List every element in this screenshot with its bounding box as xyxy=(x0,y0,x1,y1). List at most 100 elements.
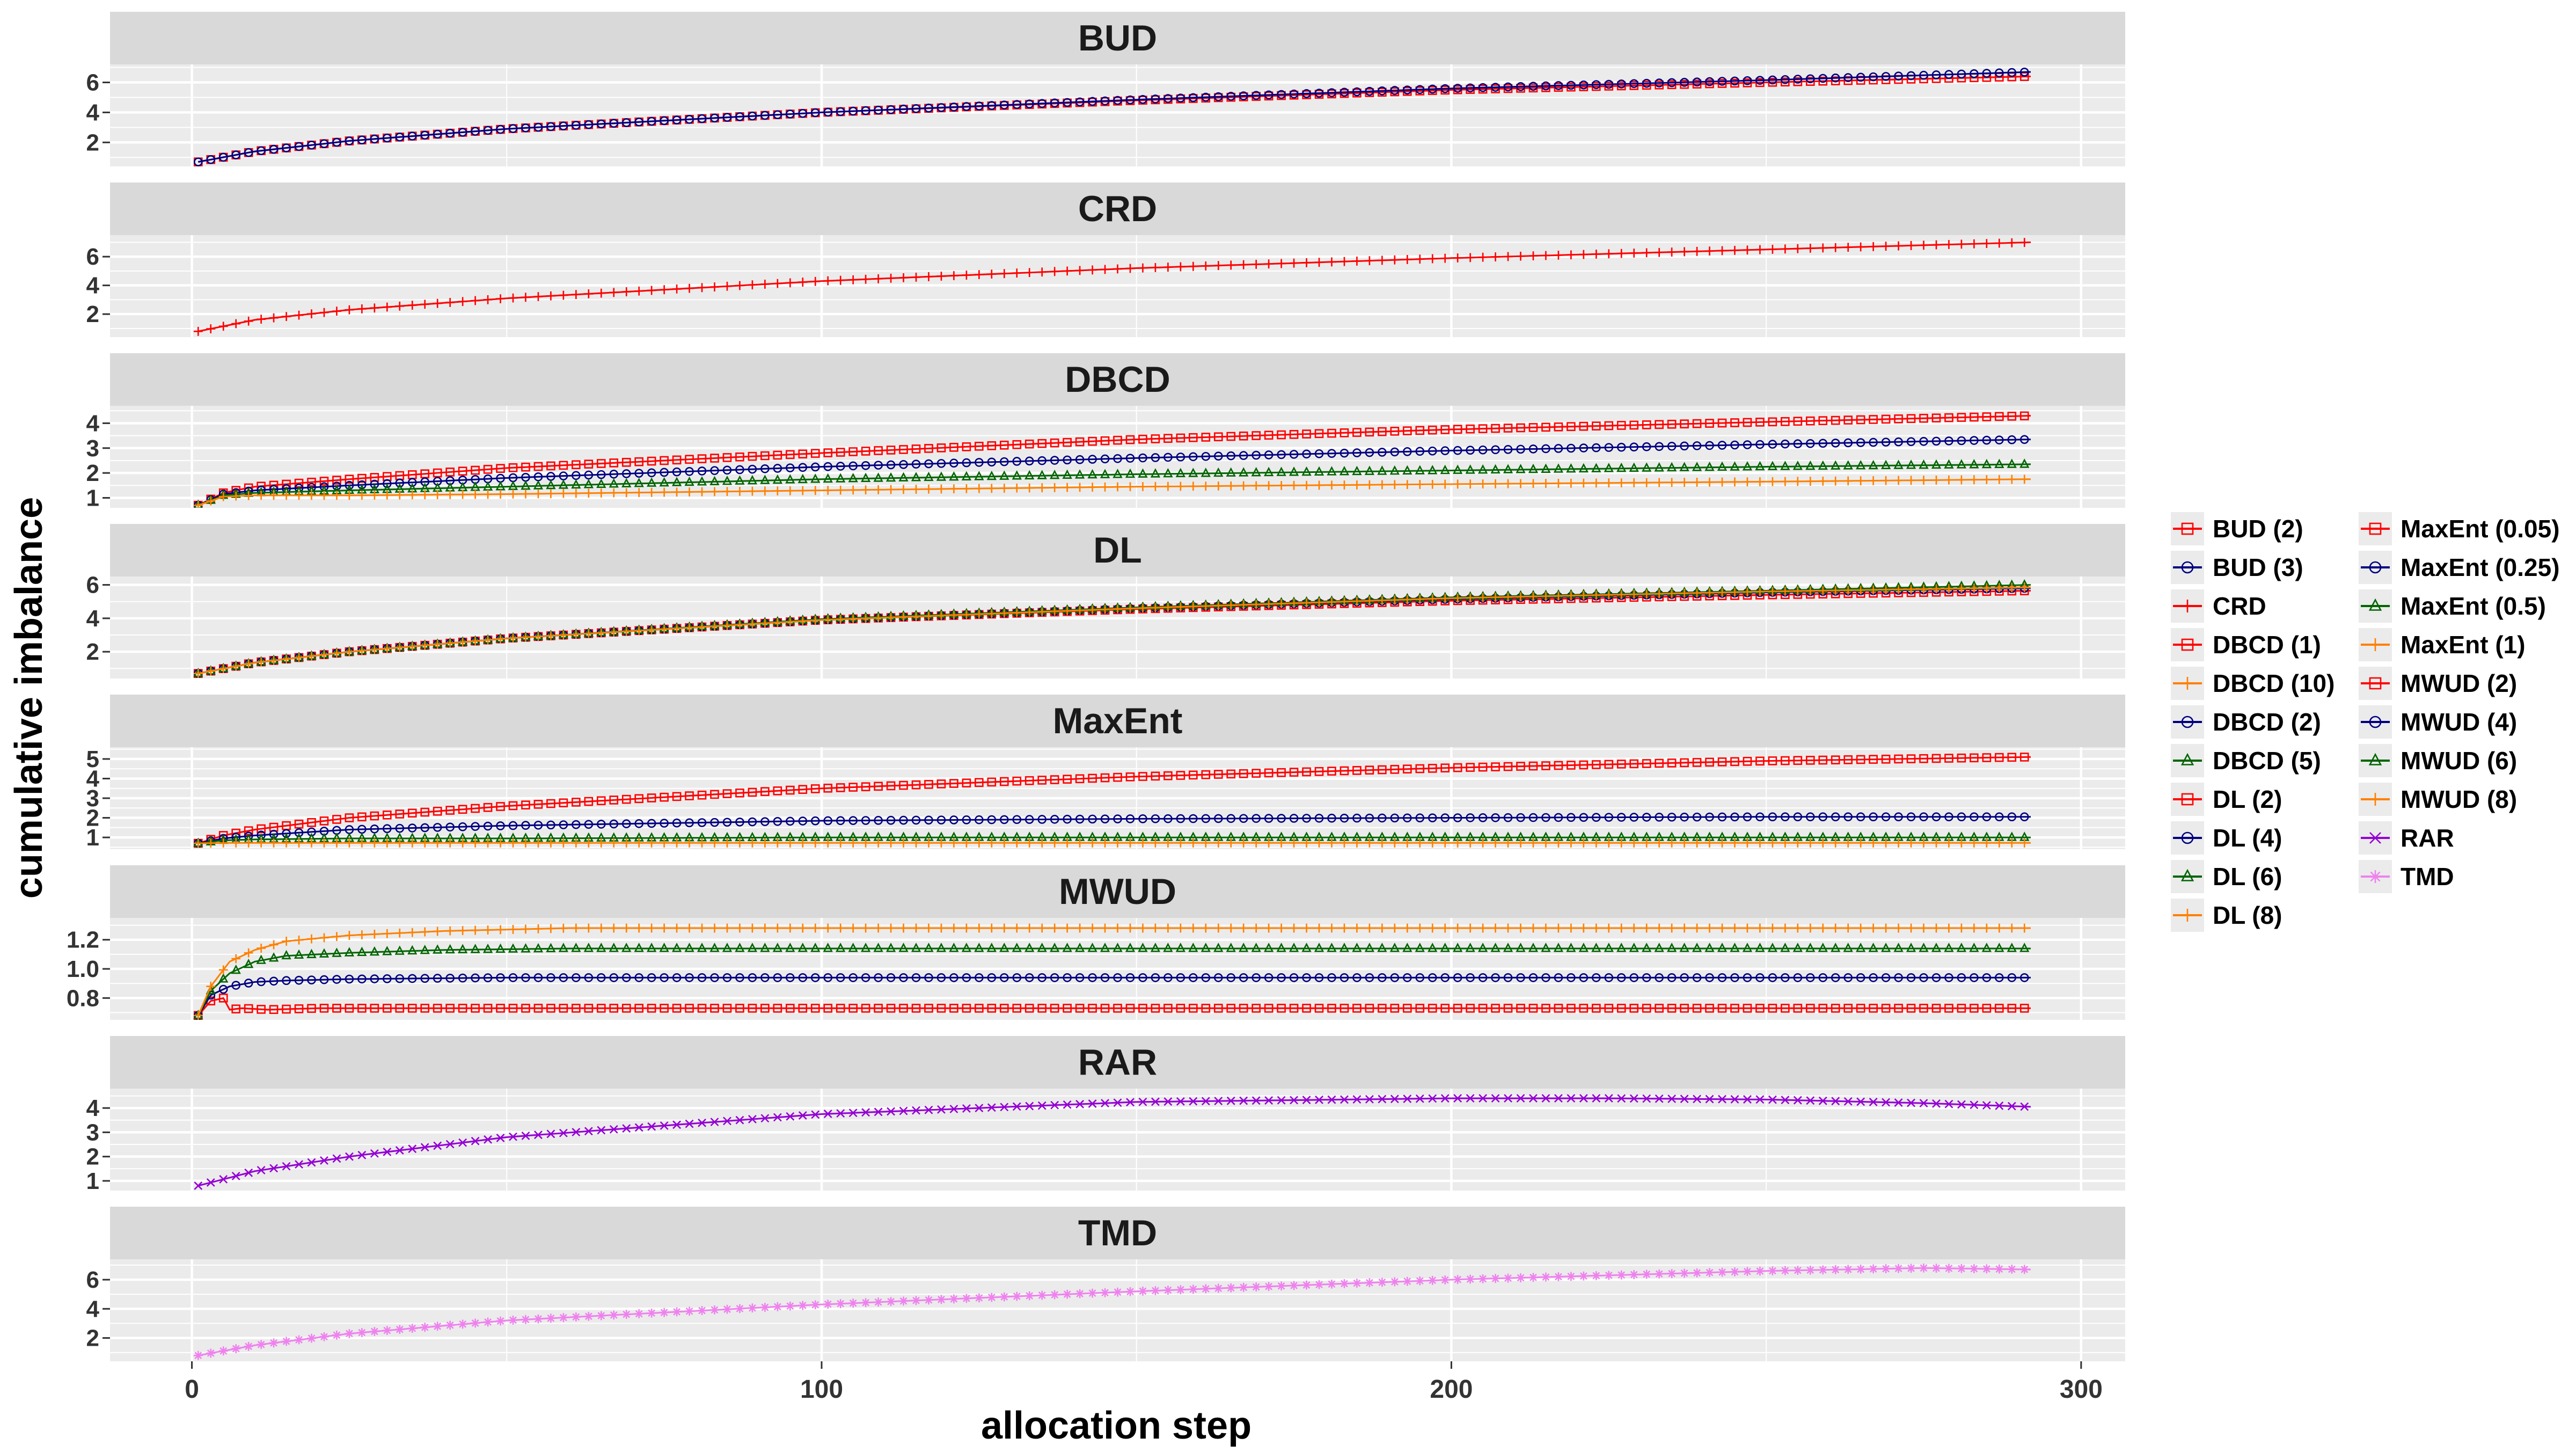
data-point xyxy=(836,615,845,624)
data-point xyxy=(383,1003,392,1013)
legend-item-dl-4: DL (4) xyxy=(2171,821,2282,855)
data-point xyxy=(1365,1278,1374,1288)
data-point xyxy=(924,943,934,952)
data-point xyxy=(1377,923,1387,933)
data-point xyxy=(445,128,455,138)
data-point xyxy=(533,924,543,933)
legend-key-marker xyxy=(2369,638,2382,651)
data-point xyxy=(1050,923,1059,933)
data-point xyxy=(1201,92,1211,102)
data-point xyxy=(332,947,342,957)
data-point xyxy=(332,481,341,491)
data-point xyxy=(1994,1264,2004,1274)
data-point xyxy=(370,645,379,654)
data-point xyxy=(218,965,228,975)
data-point xyxy=(1843,838,1853,848)
data-point xyxy=(886,1297,896,1307)
data-point xyxy=(936,611,946,621)
data-point xyxy=(1856,72,1865,82)
data-point xyxy=(672,923,682,933)
data-point xyxy=(1113,264,1122,274)
data-point xyxy=(1125,264,1135,273)
data-point xyxy=(1100,265,1110,274)
data-point xyxy=(684,943,694,952)
data-point xyxy=(231,150,240,159)
data-point xyxy=(1843,243,1853,252)
data-point xyxy=(848,1003,858,1013)
data-point xyxy=(760,618,770,628)
data-point xyxy=(1390,595,1400,605)
data-point xyxy=(785,923,795,933)
data-point xyxy=(634,488,644,497)
data-point xyxy=(797,943,808,952)
data-point xyxy=(1075,605,1085,615)
data-point xyxy=(1755,923,1765,933)
data-point xyxy=(986,943,997,952)
data-point xyxy=(597,1126,606,1135)
data-point xyxy=(684,476,694,486)
data-point xyxy=(1969,583,1979,593)
data-point xyxy=(1516,1094,1525,1103)
series-maxent-1 xyxy=(193,838,2031,848)
data-point xyxy=(1717,838,1727,848)
data-point xyxy=(1302,449,1311,459)
data-point xyxy=(357,646,367,655)
data-point xyxy=(521,632,530,642)
data-point xyxy=(1075,266,1085,275)
data-point xyxy=(710,113,719,123)
data-point xyxy=(344,947,355,957)
facet-strip xyxy=(110,353,2125,406)
data-point xyxy=(1289,480,1299,490)
data-point xyxy=(1642,973,1651,982)
data-point xyxy=(1718,1095,1726,1104)
data-point xyxy=(1781,417,1790,426)
data-point xyxy=(886,973,896,982)
data-point xyxy=(521,1003,530,1013)
data-point xyxy=(1226,814,1236,823)
data-point xyxy=(345,305,354,315)
data-point xyxy=(1805,838,1815,848)
data-point xyxy=(1340,1279,1349,1288)
data-point xyxy=(987,815,997,824)
data-point xyxy=(1088,814,1097,824)
data-point xyxy=(1314,973,1324,982)
data-point xyxy=(949,610,958,620)
data-point xyxy=(1667,1003,1677,1013)
data-point xyxy=(1931,413,1941,422)
data-point xyxy=(546,461,555,471)
data-point xyxy=(1970,69,1979,78)
data-point xyxy=(710,1003,719,1013)
data-point xyxy=(1252,769,1261,778)
data-point xyxy=(1339,943,1350,952)
data-point xyxy=(710,622,719,631)
data-point xyxy=(546,973,555,982)
data-point xyxy=(798,486,808,495)
data-point xyxy=(836,1109,845,1118)
data-point xyxy=(1629,1270,1639,1279)
x-axis: 0 100 200 300 xyxy=(185,1361,2103,1404)
data-point xyxy=(1579,760,1589,770)
series-tmd xyxy=(193,1263,2031,1360)
data-point xyxy=(748,787,757,797)
data-point xyxy=(471,296,480,305)
data-point xyxy=(1415,480,1425,489)
data-point xyxy=(1655,1269,1664,1279)
data-point xyxy=(1415,923,1425,933)
data-point xyxy=(1680,973,1689,982)
data-point xyxy=(1151,94,1160,104)
data-point xyxy=(1730,812,1739,822)
y-tick-label: 6 xyxy=(86,1267,99,1293)
data-point xyxy=(559,838,568,848)
data-point xyxy=(1125,772,1135,782)
data-point xyxy=(596,820,606,829)
data-point xyxy=(1755,973,1765,982)
data-point xyxy=(1252,923,1261,933)
data-point xyxy=(936,471,947,481)
data-point xyxy=(1554,1003,1563,1013)
data-point xyxy=(1289,943,1299,952)
gridlines xyxy=(110,577,2125,678)
data-point xyxy=(2007,838,2017,848)
data-point xyxy=(1982,475,1992,484)
data-point xyxy=(521,821,530,830)
data-point xyxy=(748,923,757,933)
